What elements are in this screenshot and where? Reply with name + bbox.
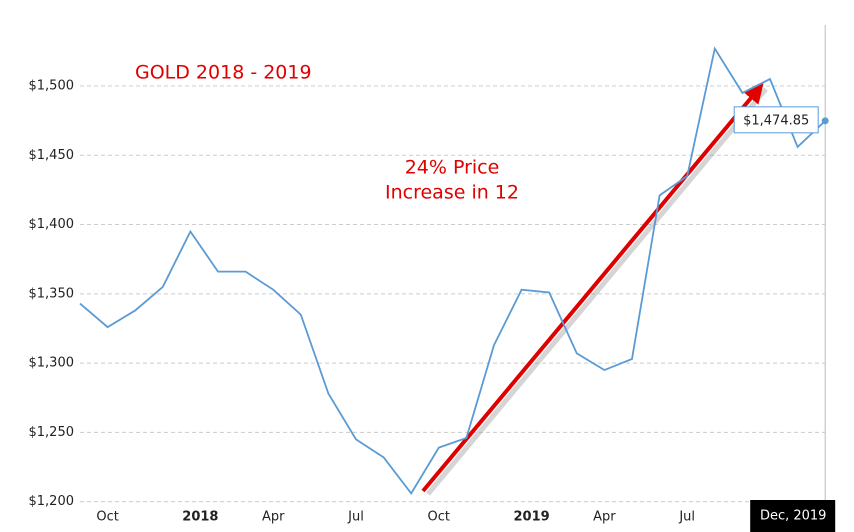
x-tick-label: Oct: [428, 510, 450, 525]
x-tick-label: Dec, 2019: [760, 509, 827, 524]
y-tick-label: $1,200: [29, 494, 75, 509]
x-tick-label: Apr: [593, 510, 616, 525]
line: [79, 46, 826, 495]
point: [821, 117, 829, 125]
x-tick-label: 2019: [514, 510, 550, 525]
x-tick-label: Oct: [96, 510, 118, 525]
annotation: Increase in 12: [385, 182, 519, 204]
y-tick-label: $1,350: [29, 286, 75, 301]
x-tick-label: Jul: [347, 510, 364, 525]
x-tick-label: 2018: [182, 510, 218, 525]
y-tick-label: $1,500: [29, 78, 75, 93]
x-tick-label: Jul: [678, 510, 695, 525]
x-label-box: [750, 500, 836, 532]
annotation: 24% Price: [405, 157, 500, 179]
tooltip-box: [733, 106, 819, 134]
y-tick-label: $1,250: [29, 425, 75, 440]
arrow-shadow: [426, 87, 768, 496]
tooltip-label: $1,474.85: [743, 113, 809, 128]
x-tick-label: Apr: [262, 510, 285, 525]
y-tick-label: $1,450: [29, 148, 75, 163]
arrow: [421, 82, 764, 493]
chart-title: GOLD 2018 - 2019: [135, 62, 312, 84]
y-tick-label: $1,300: [29, 356, 75, 371]
y-tick-label: $1,400: [29, 217, 75, 232]
